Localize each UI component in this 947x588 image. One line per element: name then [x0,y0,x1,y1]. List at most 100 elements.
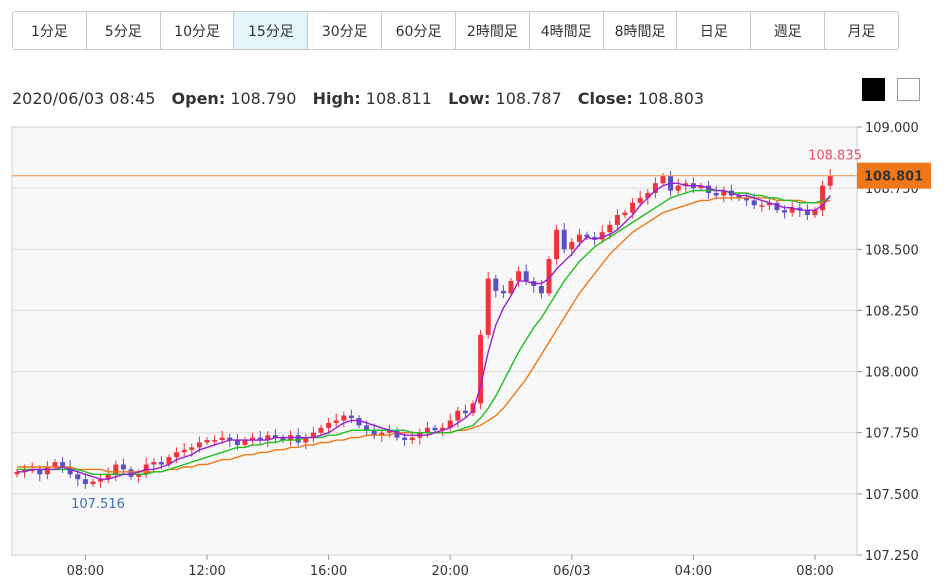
candle-body [409,437,415,441]
candle-body [386,430,392,433]
candle-body [120,464,126,470]
ma-mid-line [17,189,831,475]
candle-body [98,479,104,482]
high-annotation: 108.835 [808,148,862,163]
candle-body [341,415,347,421]
candle-body [478,334,484,404]
high-value: 108.811 [365,89,432,108]
tab-timeframe-2[interactable]: 10分足 [161,12,235,49]
x-tick-label: 06/03 [553,564,590,579]
open-value: 108.790 [230,89,297,108]
candle-body [14,471,20,475]
candle-body [272,435,278,438]
low-value: 108.787 [495,89,562,108]
y-tick-label: 107.250 [865,549,919,564]
candle-body [592,237,598,240]
candle-body [766,202,772,206]
candle-body [462,410,468,414]
low-annotation: 107.516 [71,497,125,512]
light-theme-toggle[interactable] [897,78,920,101]
candle-body [645,193,651,198]
candle-body [630,202,636,213]
tab-timeframe-5[interactable]: 60分足 [382,12,456,49]
candle-body [470,403,476,414]
close-label: Close: [577,89,633,108]
candle-body [37,469,43,475]
candle-body [113,464,119,475]
candle-body [614,215,620,225]
candle-body [29,469,35,471]
candle-body [523,271,529,282]
candle-body [554,229,560,260]
candle-body [196,442,202,448]
candle-body [607,224,613,233]
candle-body [804,210,810,216]
x-tick-label: 12:00 [188,564,225,579]
candle-body [706,185,712,194]
candle-body [136,474,142,477]
candle-body [744,197,750,201]
tab-timeframe-9[interactable]: 日足 [677,12,752,49]
tab-timeframe-7[interactable]: 4時間足 [530,12,604,49]
tab-timeframe-4[interactable]: 30分足 [308,12,383,49]
y-tick-label: 108.000 [865,366,919,381]
candle-body [90,481,96,485]
y-tick-label: 107.750 [865,427,919,442]
y-tick-label: 108.250 [865,304,919,319]
candle-body [265,435,271,441]
candle-body [333,420,339,423]
x-tick-label: 20:00 [431,564,468,579]
candle-body [174,452,180,458]
candle-body [158,462,164,465]
candle-body [820,185,826,211]
candle-body [128,469,134,477]
candle-body [60,462,66,467]
candle-body [827,175,833,186]
high-label: High: [312,89,361,108]
candle-body [151,462,157,465]
candle-body [310,432,316,438]
y-tick-label: 107.500 [865,488,919,503]
candle-body [721,190,727,196]
tab-timeframe-8[interactable]: 8時間足 [604,12,678,49]
low-label: Low: [448,89,491,108]
open-label: Open: [171,89,226,108]
tab-timeframe-0[interactable]: 1分足 [13,12,87,49]
current-price-label: 108.801 [864,170,923,185]
candle-body [652,183,658,194]
candle-body [242,440,248,445]
candle-body [424,427,430,433]
close-value: 108.803 [637,89,705,108]
candle-body [660,175,666,184]
candle-body [75,474,81,480]
candle-body [379,432,385,436]
candle-body [546,259,552,294]
x-tick-label: 16:00 [310,564,347,579]
tab-timeframe-6[interactable]: 2時間足 [456,12,530,49]
candle-body [561,229,567,250]
ma-short-line [17,182,831,480]
tab-timeframe-10[interactable]: 週足 [751,12,826,49]
dark-theme-toggle[interactable] [862,78,885,101]
candle-body [683,183,689,186]
candle-body [599,232,605,240]
tab-timeframe-3[interactable]: 15分足 [234,12,309,49]
candle-body [485,278,491,335]
candle-body [227,437,233,441]
tab-timeframe-11[interactable]: 月足 [847,23,876,40]
tab-timeframe-1[interactable]: 5分足 [87,12,161,49]
candle-body [812,210,818,216]
ohlc-datetime: 2020/06/03 08:45 [12,89,156,108]
candle-body [44,466,50,475]
candle-body [326,422,332,428]
candle-body [789,207,795,213]
timeframe-tabs: 1分足 5分足 10分足 15分足 30分足 60分足 2時間足 4時間足 8時間足 日足 週足 月足 [12,11,899,50]
candle-body [318,427,324,433]
y-tick-label: 108.500 [865,243,919,258]
candle-body [736,195,742,198]
y-tick-label: 109.000 [865,121,919,136]
candle-body [204,440,210,443]
candle-body [280,437,286,441]
candle-body [569,241,575,250]
